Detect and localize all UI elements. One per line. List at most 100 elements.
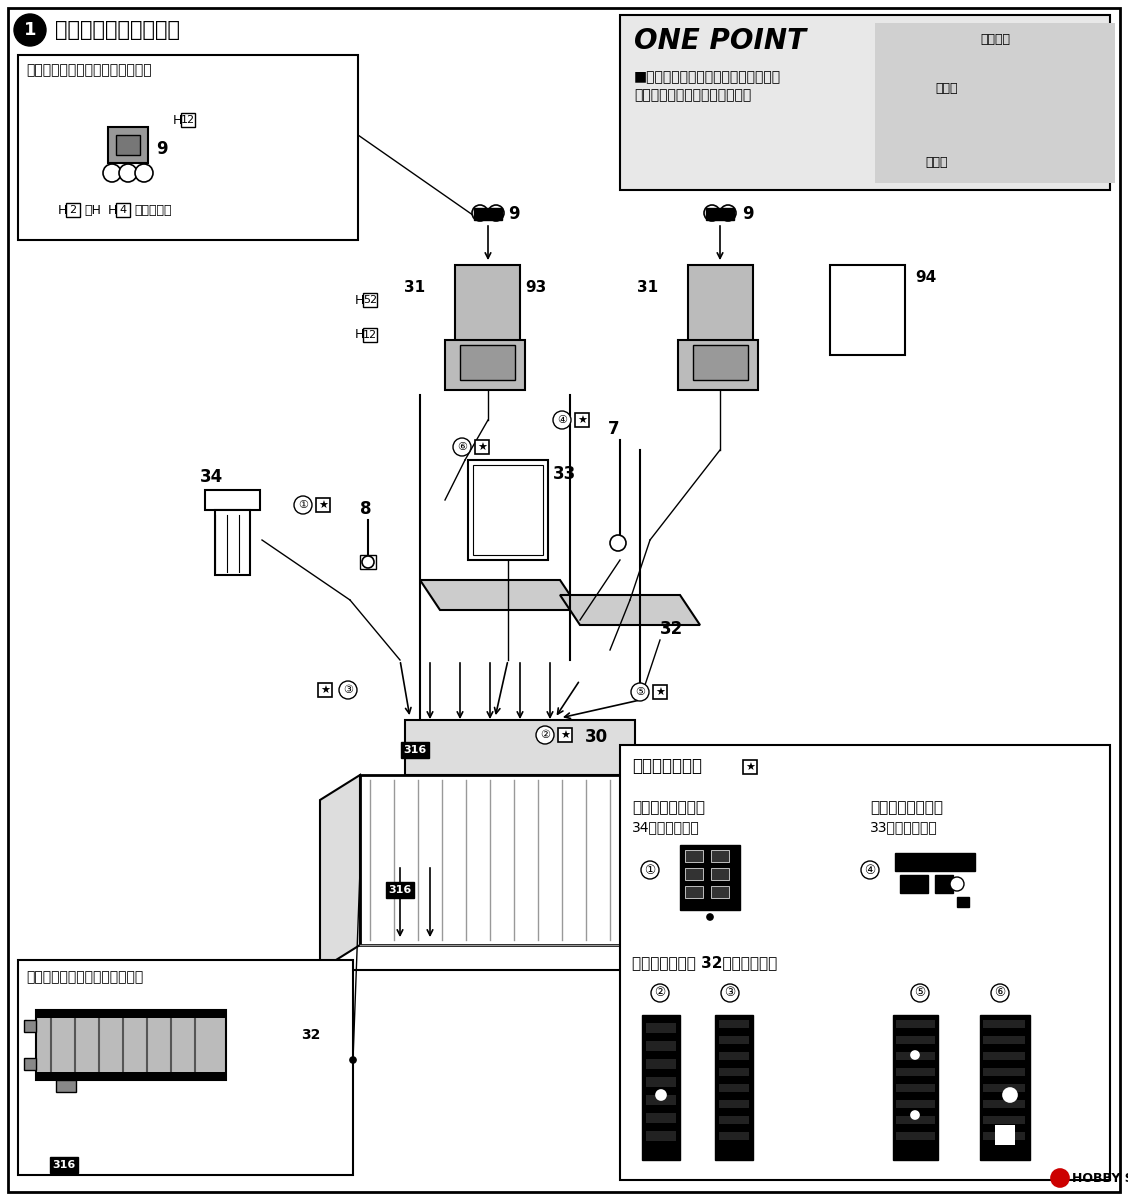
Bar [108,127,148,163]
Bar [706,208,734,220]
Text: をきれいに取り去りましょう。: をきれいに取り去りましょう。 [634,88,751,102]
Bar [711,868,729,880]
Text: ゲート: ゲート [935,82,958,95]
Text: 52: 52 [363,295,377,305]
Circle shape [1051,1169,1069,1187]
Bar [896,1036,935,1044]
Circle shape [631,683,649,701]
Text: ONE POINT: ONE POINT [634,26,807,55]
Circle shape [350,1057,356,1063]
Text: 9: 9 [742,205,754,223]
Circle shape [453,438,472,456]
Text: 1: 1 [24,20,36,38]
Bar [719,1116,749,1124]
Text: ★: ★ [320,685,331,696]
Text: H: H [108,204,117,216]
Text: 32: 32 [301,1028,320,1042]
Bar [360,554,376,569]
Circle shape [1003,1088,1017,1102]
Bar [685,850,703,862]
Bar [896,1116,935,1124]
Bar [719,1132,749,1140]
Circle shape [656,1090,666,1100]
Text: ④: ④ [864,864,875,876]
Bar [405,720,635,775]
Circle shape [610,535,626,551]
Bar [18,960,353,1175]
Bar [680,845,740,910]
Bar [719,1020,749,1028]
Bar [36,1010,226,1018]
Text: 34: 34 [200,468,223,486]
Polygon shape [420,580,580,610]
Text: とH: とH [83,204,100,216]
Bar [711,886,729,898]
Bar [995,1126,1015,1145]
Bar [455,265,520,346]
Bar [468,460,548,560]
Circle shape [472,205,488,221]
Bar [896,1100,935,1108]
Text: ⑤: ⑤ [915,986,926,1000]
Bar [67,203,80,217]
Text: コクピットの組み立て: コクピットの組み立て [55,20,180,40]
Polygon shape [950,122,995,178]
Bar [982,1084,1025,1092]
Circle shape [340,680,356,698]
Bar [24,1020,36,1032]
Bar [363,328,377,342]
Circle shape [362,556,374,568]
Bar [719,1084,749,1092]
Bar [719,1100,749,1108]
Bar [475,440,490,454]
Text: ★: ★ [578,415,587,426]
Text: ②: ② [654,986,666,1000]
Text: フェイスカーテンハンドルの塗装: フェイスカーテンハンドルの塗装 [26,62,151,77]
Bar [474,208,502,220]
Text: H: H [58,204,68,216]
Bar [18,55,358,240]
Text: コックピットフロア下面の塗装: コックピットフロア下面の塗装 [26,970,143,984]
Text: バーツ: バーツ [925,156,948,169]
Text: 【コクピット】 32に貴ります。: 【コクピット】 32に貴ります。 [632,955,777,970]
Bar [646,1094,676,1105]
Circle shape [651,984,669,1002]
Bar [715,1015,754,1160]
Polygon shape [880,31,1110,58]
Polygon shape [964,58,1005,122]
Text: ■ゲート（ランナーと部品の接合部）: ■ゲート（ランナーと部品の接合部） [634,70,781,84]
Bar [743,760,757,774]
Circle shape [911,984,929,1002]
Bar [982,1116,1025,1124]
Text: 7: 7 [608,420,619,438]
Bar [896,1084,935,1092]
Text: ④: ④ [557,415,567,425]
Circle shape [992,984,1010,1002]
Circle shape [14,14,46,46]
Bar [620,745,1110,1180]
Bar [982,1100,1025,1108]
Bar [646,1040,676,1051]
Bar [116,134,140,155]
Bar [982,1020,1025,1028]
Circle shape [950,877,964,890]
Bar [982,1052,1025,1060]
Text: 【前側インバネ】: 【前側インバネ】 [632,800,705,815]
Circle shape [704,205,720,221]
Bar [24,1058,36,1070]
Bar [116,203,130,217]
Text: 12: 12 [180,115,195,125]
Bar [719,1052,749,1060]
Bar [56,1080,76,1092]
Bar [896,1068,935,1076]
Text: ⑤: ⑤ [635,686,645,697]
Bar [896,1020,935,1028]
Circle shape [861,862,879,878]
Bar [646,1058,676,1069]
Text: ②: ② [540,730,550,740]
Text: 31: 31 [404,280,425,295]
Polygon shape [320,775,360,970]
Text: 34に貴ります。: 34に貴ります。 [632,820,699,834]
Circle shape [721,984,739,1002]
Bar [36,1010,226,1080]
